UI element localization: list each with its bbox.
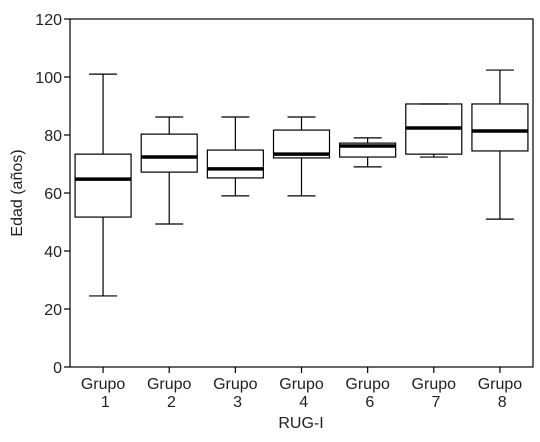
y-tick-label: 80 bbox=[44, 128, 62, 145]
x-tick-label: Grupo 3 bbox=[213, 376, 258, 411]
x-tick-label: Grupo 2 bbox=[147, 376, 192, 411]
y-tick-label: 0 bbox=[53, 360, 62, 377]
box bbox=[339, 142, 397, 158]
x-axis-label: RUG-I bbox=[278, 415, 323, 432]
x-tick-label: Grupo 7 bbox=[412, 376, 457, 411]
box bbox=[471, 103, 529, 152]
y-tick-label: 40 bbox=[44, 244, 62, 261]
y-axis-label: Edad (años) bbox=[9, 149, 26, 236]
box bbox=[272, 129, 331, 159]
box bbox=[206, 149, 264, 179]
box bbox=[140, 133, 198, 173]
y-tick-label: 60 bbox=[44, 186, 62, 203]
x-tick-label: Grupo 8 bbox=[478, 376, 523, 411]
y-tick-label: 20 bbox=[44, 302, 62, 319]
x-tick-label: Grupo 6 bbox=[345, 376, 390, 411]
x-tick-label: Grupo 1 bbox=[81, 376, 126, 411]
box bbox=[74, 153, 132, 218]
y-tick-label: 100 bbox=[35, 70, 62, 87]
y-tick-label: 120 bbox=[35, 12, 62, 29]
x-tick-label: Grupo 4 bbox=[279, 376, 324, 411]
